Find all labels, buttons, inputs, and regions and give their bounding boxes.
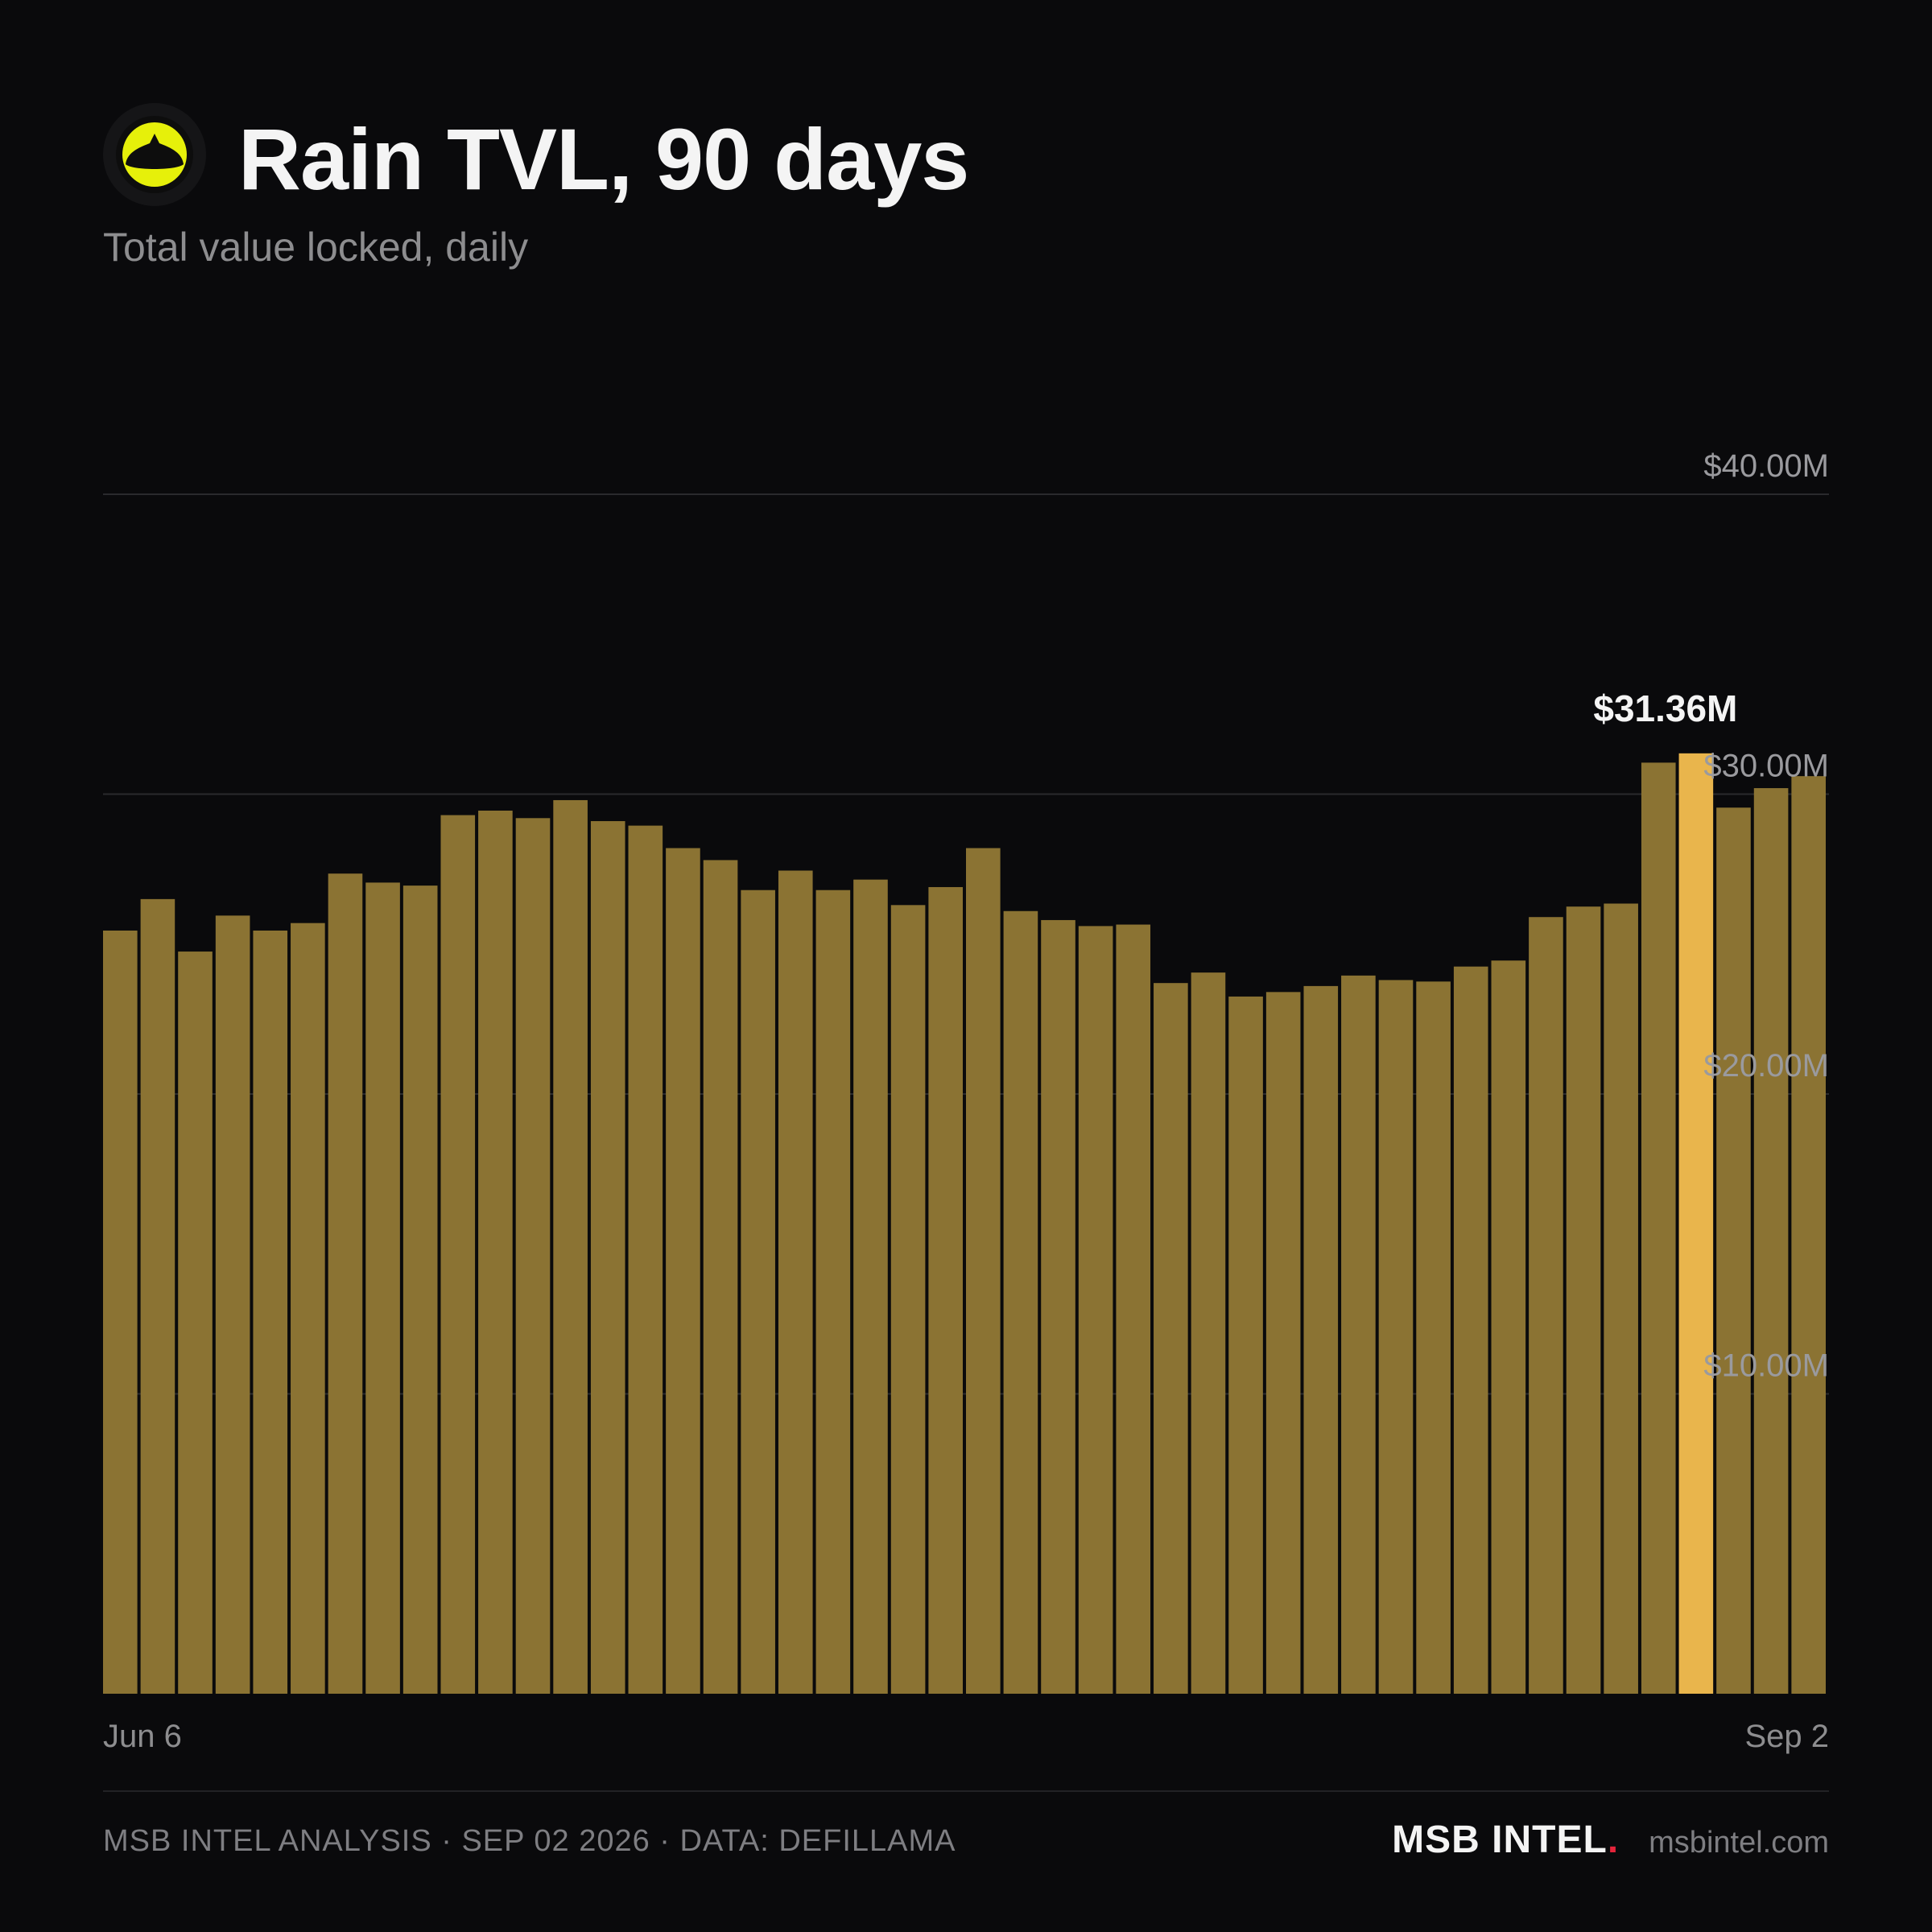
bar xyxy=(178,952,213,1694)
chart-labels: $10.00M $20.00M $30.00M $40.00M $31.36M Jun 6… xyxy=(103,448,1829,1754)
rain-logo-icon xyxy=(116,116,193,193)
bar xyxy=(291,923,325,1694)
bar-highlight xyxy=(1678,753,1714,1694)
y-tick-label: $30.00M xyxy=(1703,749,1829,784)
bar xyxy=(140,898,175,1694)
bar xyxy=(478,810,513,1694)
page-subtitle: Total value locked, daily xyxy=(103,225,529,270)
bar xyxy=(741,890,775,1694)
site-link[interactable]: msbintel.com xyxy=(1649,1826,1829,1860)
bar xyxy=(1453,966,1488,1694)
bar xyxy=(365,882,400,1694)
bar xyxy=(1566,906,1601,1694)
bar xyxy=(1791,776,1826,1694)
bar xyxy=(1303,985,1339,1694)
bar xyxy=(1529,917,1563,1694)
bar xyxy=(1341,975,1376,1694)
bar xyxy=(103,930,138,1694)
bar xyxy=(853,879,888,1694)
y-tick-label: $20.00M xyxy=(1703,1048,1829,1084)
brand-name: MSB INTEL xyxy=(1392,1818,1608,1861)
highlight-value-label: $31.36M xyxy=(1593,687,1737,729)
bar xyxy=(590,821,625,1694)
bar xyxy=(215,915,250,1694)
page-title: Rain TVL, 90 days xyxy=(238,110,969,208)
bar xyxy=(1116,924,1151,1694)
bar xyxy=(1228,996,1263,1694)
bar xyxy=(253,930,288,1694)
bar xyxy=(1378,980,1414,1694)
bar xyxy=(1491,960,1526,1694)
bar xyxy=(553,799,588,1695)
y-tick-label: $40.00M xyxy=(1703,448,1829,484)
bar xyxy=(1154,983,1188,1694)
bar xyxy=(328,873,363,1694)
bar xyxy=(703,860,738,1694)
bar xyxy=(890,905,926,1694)
footer-brand-block: MSB INTEL. msbintel.com xyxy=(1392,1818,1829,1872)
bar xyxy=(1041,919,1075,1694)
bar xyxy=(815,890,851,1694)
bar xyxy=(666,848,700,1694)
bar xyxy=(1265,992,1301,1694)
brand-dot: . xyxy=(1607,1818,1619,1861)
bar xyxy=(515,818,551,1694)
y-tick-label: $10.00M xyxy=(1703,1348,1829,1384)
bar xyxy=(1716,807,1751,1695)
bar xyxy=(966,848,1001,1694)
bar xyxy=(928,886,963,1694)
bar xyxy=(1641,762,1676,1695)
bar-series xyxy=(103,753,1826,1695)
bar xyxy=(1003,910,1038,1694)
bar xyxy=(1604,903,1638,1694)
bar xyxy=(778,870,813,1694)
bar xyxy=(1191,972,1226,1694)
bar xyxy=(628,825,663,1694)
x-start-label: Jun 6 xyxy=(103,1719,182,1754)
footer-divider xyxy=(103,1790,1829,1792)
logo-badge xyxy=(103,103,206,206)
bar xyxy=(440,815,476,1695)
footer-source: MSB INTEL ANALYSIS · SEP 02 2026 · DATA:… xyxy=(103,1824,956,1858)
x-end-label: Sep 2 xyxy=(1744,1719,1829,1754)
bar xyxy=(1416,981,1451,1694)
bar xyxy=(1753,788,1789,1694)
bar xyxy=(402,886,438,1694)
bar xyxy=(1078,926,1113,1694)
